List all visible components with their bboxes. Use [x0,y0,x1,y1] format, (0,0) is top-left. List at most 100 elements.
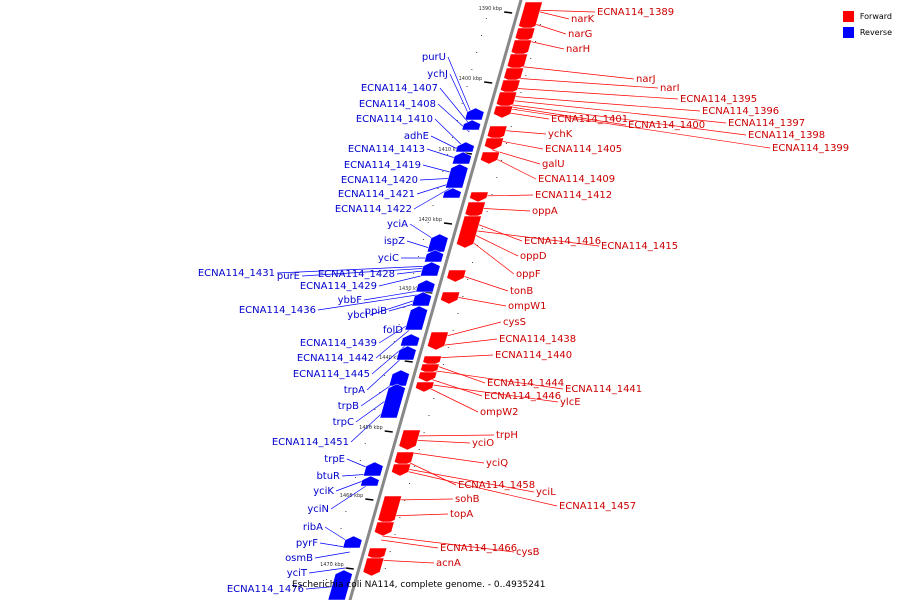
forward-gene-label[interactable]: acnA [436,558,461,569]
forward-gene-label[interactable]: ECNA114_1399 [772,143,849,154]
reverse-gene-label[interactable]: yciN [307,504,329,515]
reverse-gene-label[interactable]: ECNA114_1436 [239,305,316,316]
forward-gene-label[interactable]: narK [571,14,595,25]
forward-gene-label[interactable]: yciQ [486,458,508,469]
reverse-gene-label[interactable]: folD [383,325,403,336]
forward-gene-label[interactable]: ECNA114_1400 [628,120,705,131]
reverse-gene-label[interactable]: ECNA114_1408 [359,99,436,110]
reverse-gene-label[interactable]: yciC [378,253,399,264]
reverse-gene-label[interactable]: trpB [338,401,359,412]
reverse-gene-label[interactable]: ECNA114_1442 [297,353,374,364]
forward-gene-label[interactable]: narG [568,29,592,40]
forward-gene-label[interactable]: narI [660,83,680,94]
forward-gene-label[interactable]: narH [566,44,590,55]
reverse-gene-label[interactable]: ybbF [338,295,363,306]
forward-gene-label[interactable]: ECNA114_1409 [538,174,615,185]
scale-dot [394,534,396,535]
scale-dot [461,103,463,104]
reverse-gene-label[interactable]: ECNA114_1407 [361,83,438,94]
forward-gene-label[interactable]: oppF [516,269,541,280]
reverse-gene-label[interactable]: ECNA114_1410 [356,114,433,125]
reverse-gene-label[interactable]: ECNA114_1429 [300,281,377,292]
forward-gene-label[interactable]: yciL [536,487,556,498]
forward-gene-label[interactable]: ECNA114_1398 [748,130,825,141]
reverse-gene-label[interactable]: ECNA114_1451 [272,437,349,448]
scale-dot [384,568,386,569]
forward-gene-label[interactable]: ECNA114_1446 [484,391,561,402]
forward-gene-label[interactable]: ECNA114_1401 [551,114,628,125]
reverse-gene-label[interactable]: yciA [387,219,408,230]
reverse-gene-label[interactable]: adhE [404,131,429,142]
reverse-gene-label[interactable]: ribA [303,522,323,533]
reverse-gene-label[interactable]: ECNA114_1476 [227,584,304,595]
forward-gene-label[interactable]: yciO [472,438,494,449]
scale-dot [355,477,357,478]
forward-gene-label[interactable]: ECNA114_1397 [728,118,805,129]
reverse-gene-label[interactable]: ECNA114_1420 [341,175,418,186]
forward-gene-label[interactable]: ECNA114_1441 [565,384,642,395]
forward-gene-label[interactable]: ECNA114_1405 [545,144,622,155]
forward-leader-line [424,385,479,413]
reverse-gene-label[interactable]: purU [422,52,446,63]
forward-gene-label[interactable]: ECNA114_1395 [680,94,757,105]
forward-gene-label[interactable]: cysB [516,547,540,558]
forward-gene-label[interactable]: oppD [520,251,547,262]
forward-gene-label[interactable]: ECNA114_1444 [487,378,564,389]
forward-gene-label[interactable]: tonB [510,286,533,297]
forward-gene-label[interactable]: oppA [532,206,558,217]
reverse-gene-label[interactable]: ychJ [427,69,448,80]
forward-leader-line [509,87,679,100]
reverse-gene-label[interactable]: trpA [344,385,365,396]
reverse-gene-block [360,475,380,487]
reverse-gene-label[interactable]: ECNA114_1445 [293,369,370,380]
reverse-gene-label[interactable]: ECNA114_1413 [348,144,425,155]
reverse-gene-label[interactable]: trpE [324,454,345,465]
forward-gene-label[interactable]: ylcE [560,397,581,408]
reverse-gene-block [342,535,363,549]
forward-gene-label[interactable]: ECNA114_1457 [559,501,636,512]
reverse-gene-label[interactable]: osmB [285,553,313,564]
reverse-gene-label[interactable]: ECNA114_1428 [318,269,395,280]
forward-gene-label[interactable]: ECNA114_1466 [440,543,517,554]
reverse-leader-line [375,325,415,359]
reverse-gene-label[interactable]: ECNA114_1422 [335,204,412,215]
reverse-gene-label[interactable]: ECNA114_1419 [344,160,421,171]
reverse-gene-label[interactable]: ECNA114_1421 [338,189,415,200]
reverse-gene-label[interactable]: yciK [313,486,334,497]
forward-gene-label[interactable]: ompW2 [480,407,518,418]
forward-gene-label[interactable]: ECNA114_1396 [702,106,779,117]
reverse-gene-label[interactable]: ispZ [384,236,405,247]
forward-gene-label[interactable]: ychK [548,129,573,140]
reverse-gene-label[interactable]: ECNA114_1431 [198,268,275,279]
reverse-gene-label[interactable]: ECNA114_1439 [300,338,377,349]
reverse-gene-label[interactable]: yciT [287,568,308,579]
scale-dot [409,483,411,484]
forward-leader-line [387,513,449,517]
reverse-gene-label[interactable]: ybcI [347,310,368,321]
forward-gene-label[interactable]: ECNA114_1438 [499,334,576,345]
forward-gene-label[interactable]: ECNA114_1458 [458,480,535,491]
forward-gene-label[interactable]: topA [450,509,473,520]
reverse-gene-label[interactable]: purE [277,271,300,282]
tick-mark [365,498,374,501]
forward-gene-label[interactable]: galU [542,159,565,170]
forward-gene-label[interactable]: narJ [636,74,656,85]
reverse-gene-label[interactable]: ppiB [365,306,387,317]
genome-caption: Escherichia coli NA114, complete genome.… [292,580,545,590]
reverse-gene-label[interactable]: trpC [333,417,354,428]
reverse-gene-label[interactable]: pyrF [296,538,318,549]
forward-gene-label[interactable]: ECNA114_1389 [597,7,674,18]
reverse-gene-label[interactable]: btuR [316,471,340,482]
scale-dot [486,211,488,212]
reverse-gene-block [396,345,417,361]
forward-leader-line [495,139,544,150]
forward-gene-label[interactable]: trpH [496,430,518,441]
forward-gene-label[interactable]: ECNA114_1416 [524,236,601,247]
forward-gene-label[interactable]: ompW1 [508,301,546,312]
forward-gene-label[interactable]: sohB [455,494,480,505]
forward-gene-label[interactable]: cysS [503,317,526,328]
scale-dot [496,177,498,178]
forward-gene-label[interactable]: ECNA114_1412 [535,190,612,201]
forward-gene-label[interactable]: ECNA114_1415 [601,241,678,252]
forward-gene-label[interactable]: ECNA114_1440 [495,350,572,361]
